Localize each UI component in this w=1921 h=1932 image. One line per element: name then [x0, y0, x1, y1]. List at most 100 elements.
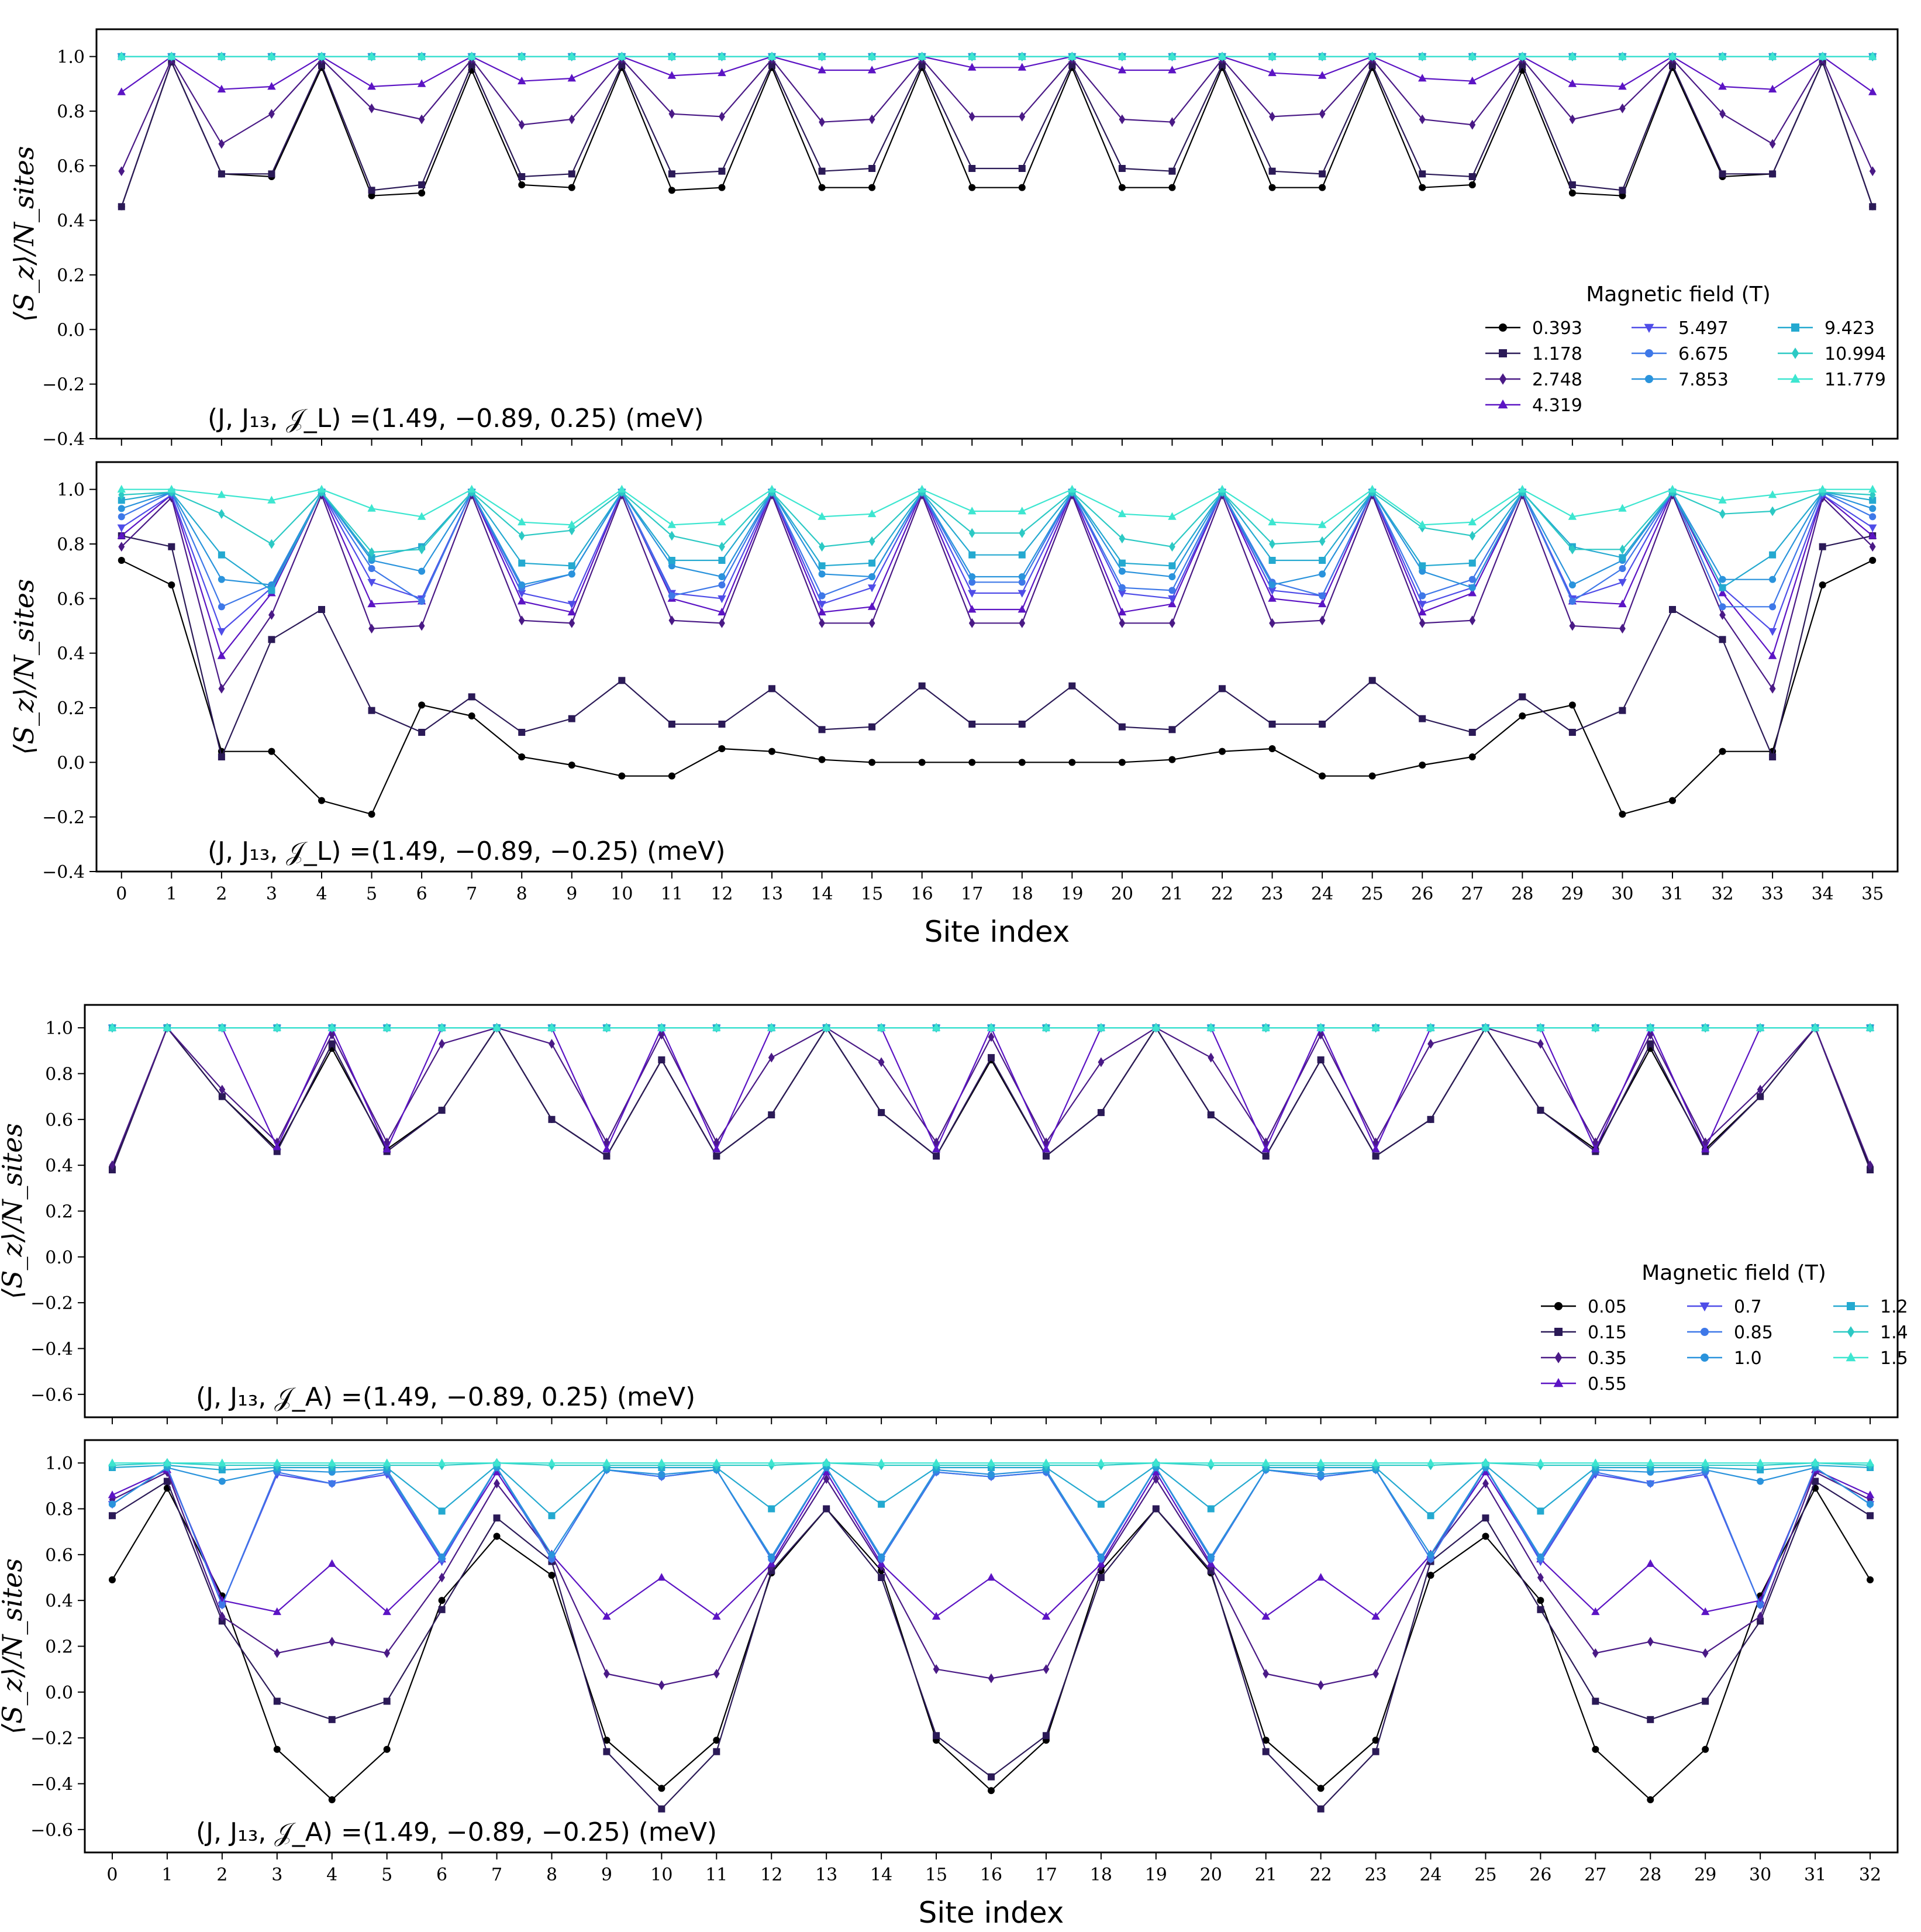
data-point — [1869, 542, 1876, 552]
data-point — [492, 1458, 501, 1466]
data-point — [823, 1474, 830, 1484]
data-point — [1646, 1458, 1655, 1466]
data-point — [1371, 1611, 1380, 1620]
panel-3: −0.6 −0.4 −0.2 0.0 0.2 0.4 0.6 0.8 1.0 ⟨S_z⟩/N_si… — [0, 1004, 1908, 1424]
data-point — [1268, 594, 1277, 602]
data-point — [968, 759, 976, 766]
data-point — [167, 51, 176, 60]
series-line — [121, 491, 1873, 553]
data-point — [868, 618, 875, 628]
data-point — [868, 573, 876, 580]
data-point — [1318, 71, 1327, 79]
data-point — [1701, 1023, 1710, 1031]
y-tick-label: 1.0 — [45, 1018, 73, 1039]
data-point — [1869, 513, 1877, 521]
data-point — [768, 748, 775, 755]
data-point — [1568, 190, 1576, 197]
data-point — [1097, 1109, 1105, 1117]
data-point — [868, 759, 876, 766]
data-point — [1757, 1478, 1764, 1485]
data-point — [1718, 495, 1727, 504]
data-point — [1869, 557, 1877, 564]
data-point — [1701, 1607, 1710, 1616]
data-point — [568, 562, 575, 570]
data-point — [932, 1611, 941, 1620]
data-point — [658, 1056, 665, 1063]
data-point — [1168, 512, 1177, 520]
x-tick-label: 27 — [1461, 884, 1484, 904]
data-point — [968, 184, 976, 191]
data-point — [1368, 677, 1376, 684]
data-point — [603, 1737, 611, 1744]
data-point — [273, 1023, 281, 1031]
data-point — [518, 181, 526, 188]
data-point — [1068, 61, 1076, 68]
y-tick-label: 0.6 — [57, 589, 85, 609]
x-axis-label: Site index — [925, 915, 1070, 949]
x-tick-label: 1 — [166, 884, 177, 904]
data-point — [1647, 1637, 1654, 1647]
data-point — [1468, 173, 1476, 180]
legend-marker — [1499, 349, 1507, 357]
legend-marker — [1701, 1328, 1709, 1336]
series-line — [121, 535, 1873, 759]
legend-entry: 1.0 — [1687, 1348, 1762, 1369]
data-point — [1818, 484, 1827, 493]
data-point — [1519, 712, 1526, 719]
data-point — [988, 1054, 995, 1062]
legend-entry: 2.748 — [1485, 370, 1582, 390]
x-tick-label: 2 — [216, 884, 227, 904]
data-point — [1468, 588, 1477, 597]
series-0.55 — [108, 1023, 1875, 1153]
data-point — [1317, 1805, 1325, 1813]
data-point — [1096, 1023, 1106, 1031]
data-point — [868, 559, 876, 567]
data-point — [518, 615, 525, 626]
data-point — [217, 651, 226, 659]
x-tick-label: 13 — [815, 1865, 837, 1885]
data-point — [1868, 87, 1877, 95]
series-4.319 — [117, 487, 1877, 659]
data-point — [1701, 1458, 1710, 1466]
data-point — [1018, 184, 1026, 191]
data-point — [1118, 567, 1126, 575]
data-point — [217, 628, 226, 636]
data-point — [1769, 139, 1776, 149]
data-point — [1219, 61, 1226, 68]
data-point — [1263, 1669, 1270, 1679]
x-tick-label: 20 — [1111, 884, 1133, 904]
x-tick-label: 6 — [436, 1865, 447, 1885]
data-point — [568, 170, 575, 178]
data-point — [1418, 51, 1427, 60]
data-point — [668, 592, 675, 600]
data-point — [439, 1039, 446, 1049]
data-point — [968, 507, 977, 515]
y-tick-label: 0.0 — [57, 753, 85, 773]
data-point — [1261, 1458, 1270, 1466]
data-point — [1151, 1458, 1161, 1466]
data-point — [1018, 605, 1026, 613]
data-point — [1769, 603, 1777, 611]
data-point — [568, 114, 575, 125]
data-point — [1869, 497, 1877, 504]
legend-entry: 11.779 — [1778, 370, 1886, 390]
data-point — [1468, 576, 1476, 583]
legend-entry: 0.7 — [1687, 1297, 1762, 1317]
data-point — [1319, 721, 1326, 728]
data-point — [968, 578, 976, 586]
y-tick-label: 0.2 — [45, 1202, 73, 1222]
x-tick-label: 5 — [381, 1865, 392, 1885]
x-tick-label: 29 — [1694, 1865, 1716, 1885]
data-point — [988, 1673, 995, 1683]
data-point — [718, 573, 726, 580]
x-tick-label: 21 — [1255, 1865, 1277, 1885]
data-point — [1168, 726, 1176, 733]
data-point — [367, 82, 376, 90]
legend-entry: 1.2 — [1833, 1297, 1908, 1317]
x-tick-label: 33 — [1761, 884, 1784, 904]
x-tick-label: 10 — [611, 884, 633, 904]
data-point — [1319, 592, 1326, 600]
legend-marker — [1554, 1352, 1563, 1363]
data-point — [1702, 1697, 1709, 1705]
data-point — [1119, 533, 1126, 544]
